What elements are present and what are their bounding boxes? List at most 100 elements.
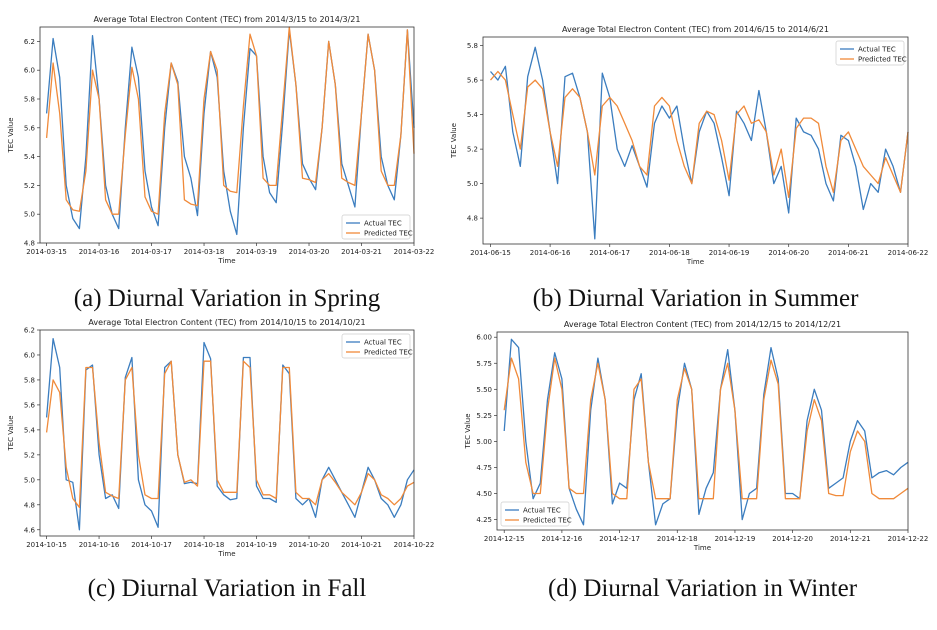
chart-title: Average Total Electron Content (TEC) fro…	[94, 15, 361, 24]
series-line-actual	[45, 338, 415, 531]
legend-label: Predicted TEC	[364, 349, 413, 357]
y-tick-label: 5.0	[24, 211, 35, 219]
y-tick-label: 5.2	[467, 146, 478, 154]
y-tick-label: 5.8	[24, 376, 35, 384]
y-tick-label: 5.0	[467, 180, 478, 188]
x-tick-label: 2014-10-15	[26, 541, 67, 549]
figure-caption: (a) Diurnal Variation in Spring	[74, 285, 381, 312]
x-tick-label: 2014-06-20	[768, 249, 809, 257]
x-tick-label: 2014-12-17	[599, 535, 640, 543]
y-tick-label: 4.6	[24, 526, 36, 534]
x-tick-label: 2014-03-22	[394, 248, 435, 256]
legend-label: Actual TEC	[364, 339, 402, 347]
legend-label: Predicted TEC	[364, 230, 413, 238]
y-tick-label: 5.6	[467, 77, 479, 85]
x-tick-label: 2014-12-20	[772, 535, 813, 543]
x-tick-label: 2014-03-15	[26, 248, 67, 256]
y-tick-label: 5.25	[476, 412, 492, 420]
chart-panel-1: Average Total Electron Content (TEC) fro…	[450, 25, 928, 312]
y-tick-label: 5.8	[467, 42, 478, 50]
y-tick-label: 6.0	[24, 351, 35, 359]
x-tick-label: 2014-12-22	[888, 535, 929, 543]
y-tick-label: 4.8	[24, 501, 35, 509]
x-tick-label: 2014-06-15	[470, 249, 511, 257]
plot-frame	[496, 331, 909, 531]
x-tick-label: 2014-12-16	[542, 535, 583, 543]
y-tick-label: 6.2	[24, 327, 35, 335]
x-tick-label: 2014-03-21	[341, 248, 382, 256]
legend: Actual TEC Predicted TEC	[341, 214, 413, 240]
series-line-predicted	[45, 360, 415, 508]
plot-frame	[482, 36, 909, 245]
x-tick-label: 2014-06-18	[649, 249, 690, 257]
y-tick-label: 4.50	[476, 490, 492, 498]
x-tick-label: 2014-12-15	[484, 535, 525, 543]
x-tick-label: 2014-10-16	[79, 541, 120, 549]
y-tick-label: 6.2	[24, 38, 35, 46]
series-line-predicted	[490, 70, 909, 199]
series-line-predicted	[503, 357, 909, 500]
series-line-actual	[503, 338, 909, 526]
y-tick-label: 6.0	[24, 67, 35, 75]
chart-panel-0: Average Total Electron Content (TEC) fro…	[7, 15, 434, 312]
x-axis-label: Time	[686, 258, 704, 266]
y-axis-label: TEC Value	[464, 413, 472, 449]
y-axis-label: TEC Value	[7, 415, 15, 451]
panels-group: Average Total Electron Content (TEC) fro…	[7, 15, 928, 602]
x-tick-label: 2014-03-17	[131, 248, 172, 256]
x-tick-label: 2014-10-19	[236, 541, 277, 549]
series-line-actual	[45, 29, 415, 236]
y-tick-label: 5.50	[476, 386, 492, 394]
y-tick-label: 5.2	[24, 451, 35, 459]
x-tick-label: 2014-06-17	[589, 249, 630, 257]
figure-caption: (b) Diurnal Variation in Summer	[533, 285, 860, 312]
chart-title: Average Total Electron Content (TEC) fro…	[564, 320, 841, 329]
x-tick-label: 2014-10-17	[131, 541, 172, 549]
x-tick-label: 2014-10-22	[394, 541, 435, 549]
legend-label: Actual TEC	[523, 507, 561, 515]
x-tick-label: 2014-06-21	[828, 249, 869, 257]
legend-label: Actual TEC	[858, 46, 896, 54]
y-axis-label: TEC Value	[450, 123, 458, 159]
legend-label: Predicted TEC	[858, 56, 907, 64]
x-tick-label: 2014-03-16	[79, 248, 120, 256]
figure-caption: (d) Diurnal Variation in Winter	[548, 575, 858, 602]
x-axis-label: Time	[217, 257, 235, 265]
legend: Actual TEC Predicted TEC	[835, 40, 907, 66]
plot-frame	[39, 329, 415, 537]
chart-title: Average Total Electron Content (TEC) fro…	[562, 25, 829, 34]
x-tick-label: 2014-10-20	[289, 541, 330, 549]
y-tick-label: 4.25	[476, 516, 492, 524]
x-tick-label: 2014-03-20	[289, 248, 330, 256]
legend-label: Predicted TEC	[523, 517, 572, 525]
y-tick-label: 4.8	[24, 240, 35, 248]
x-tick-label: 2014-12-21	[830, 535, 871, 543]
x-tick-label: 2014-10-21	[341, 541, 382, 549]
x-tick-label: 2014-06-22	[888, 249, 929, 257]
series-line-predicted	[45, 26, 415, 215]
y-tick-label: 5.6	[24, 124, 36, 132]
y-tick-label: 5.0	[24, 476, 35, 484]
x-tick-label: 2014-10-18	[184, 541, 225, 549]
y-tick-label: 4.8	[467, 215, 478, 223]
x-axis-label: Time	[693, 544, 711, 552]
x-axis-label: Time	[217, 550, 235, 558]
legend: Actual TEC Predicted TEC	[341, 333, 413, 359]
y-tick-label: 5.6	[24, 401, 36, 409]
y-tick-label: 5.4	[24, 426, 36, 434]
y-axis-label: TEC Value	[7, 117, 15, 153]
y-tick-label: 4.75	[476, 464, 492, 472]
y-tick-label: 5.4	[467, 111, 479, 119]
x-tick-label: 2014-12-19	[715, 535, 756, 543]
y-tick-label: 5.00	[476, 438, 492, 446]
y-tick-label: 6.00	[476, 334, 492, 342]
x-tick-label: 2014-03-18	[184, 248, 225, 256]
legend-label: Actual TEC	[364, 220, 402, 228]
figure-caption: (c) Diurnal Variation in Fall	[88, 575, 367, 602]
plot-frame	[39, 26, 415, 244]
chart-panel-3: Average Total Electron Content (TEC) fro…	[464, 320, 928, 602]
chart-title: Average Total Electron Content (TEC) fro…	[88, 318, 365, 327]
chart-panel-2: Average Total Electron Content (TEC) fro…	[7, 318, 434, 602]
x-tick-label: 2014-03-19	[236, 248, 277, 256]
